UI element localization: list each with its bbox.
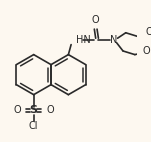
Text: S: S [30,105,38,115]
Text: N: N [110,35,118,45]
Text: Cl: Cl [29,121,39,131]
Text: O: O [92,15,100,25]
Text: O: O [46,105,54,115]
Text: O: O [146,27,151,37]
Text: O: O [143,46,151,56]
Text: O: O [13,105,21,115]
Text: HN: HN [76,35,90,45]
